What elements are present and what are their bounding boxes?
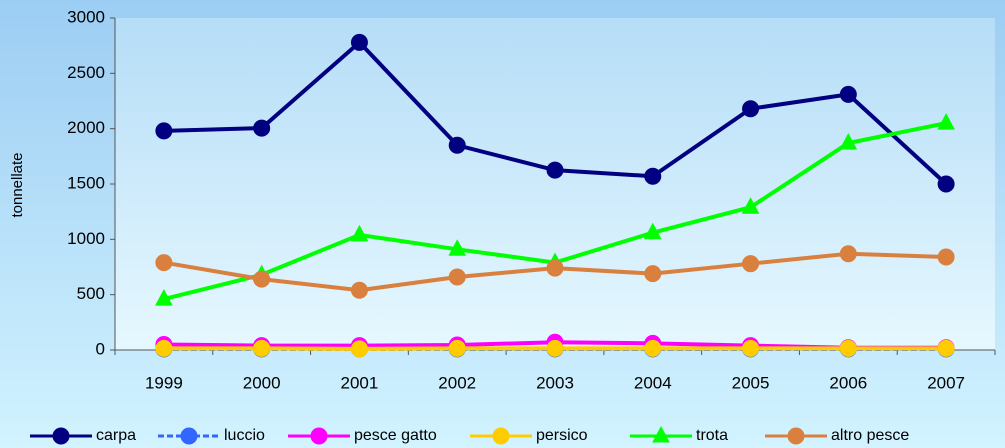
legend-marker [492, 427, 510, 445]
data-point [448, 268, 466, 286]
data-point [448, 136, 466, 154]
data-point [644, 265, 662, 283]
legend-label: altro pesce [831, 427, 909, 444]
legend-marker [787, 427, 805, 445]
data-point [742, 255, 760, 273]
data-point [253, 339, 271, 357]
data-point [155, 122, 173, 140]
data-point [742, 339, 760, 357]
data-point [644, 167, 662, 185]
data-point [644, 339, 662, 357]
x-tick-label: 1999 [145, 373, 183, 392]
y-tick-label: 1500 [67, 173, 105, 192]
data-point [839, 339, 857, 357]
data-point [253, 119, 271, 137]
data-point [839, 132, 858, 150]
x-tick-label: 2002 [438, 373, 476, 392]
x-tick-label: 2003 [536, 373, 574, 392]
data-point [546, 339, 564, 357]
legend-label: carpa [96, 427, 136, 444]
data-point [937, 248, 955, 266]
y-tick-label: 3000 [67, 7, 105, 26]
legend-marker [310, 427, 328, 445]
legend-label: persico [536, 427, 588, 444]
y-tick-label: 500 [77, 284, 105, 303]
y-tick-label: 1000 [67, 229, 105, 248]
x-tick-label: 2007 [927, 373, 965, 392]
x-tick-label: 2004 [634, 373, 672, 392]
y-axis-label: tonnellate [9, 152, 26, 217]
data-point [937, 113, 955, 130]
x-tick-label: 2000 [243, 373, 281, 392]
y-tick-label: 0 [96, 339, 105, 358]
data-point [155, 289, 173, 306]
legend-marker [180, 427, 198, 445]
data-point [448, 239, 467, 256]
x-tick-label: 2001 [341, 373, 379, 392]
data-point [350, 281, 368, 299]
x-tick-label: 2006 [829, 373, 867, 392]
data-point [937, 339, 955, 357]
data-point [839, 245, 857, 263]
y-tick-label: 2000 [67, 118, 105, 137]
data-point [643, 222, 662, 240]
data-point [546, 161, 564, 179]
data-point [742, 100, 760, 118]
data-point [253, 270, 271, 288]
legend-label: trota [696, 427, 728, 444]
data-point [350, 224, 369, 242]
legend-marker [652, 425, 670, 443]
legend-label: luccio [224, 427, 265, 444]
legend-marker [52, 427, 70, 445]
data-point [155, 339, 173, 357]
y-tick-label: 2500 [67, 63, 105, 82]
legend-label: pesce gatto [354, 427, 437, 444]
data-point [350, 340, 368, 358]
data-point [839, 85, 857, 103]
data-point [937, 175, 955, 193]
data-point [448, 339, 466, 357]
data-point [155, 254, 173, 272]
plot-area [115, 18, 995, 350]
x-tick-label: 2005 [732, 373, 770, 392]
data-point [741, 197, 760, 214]
data-point [350, 33, 368, 51]
data-point [546, 259, 564, 277]
